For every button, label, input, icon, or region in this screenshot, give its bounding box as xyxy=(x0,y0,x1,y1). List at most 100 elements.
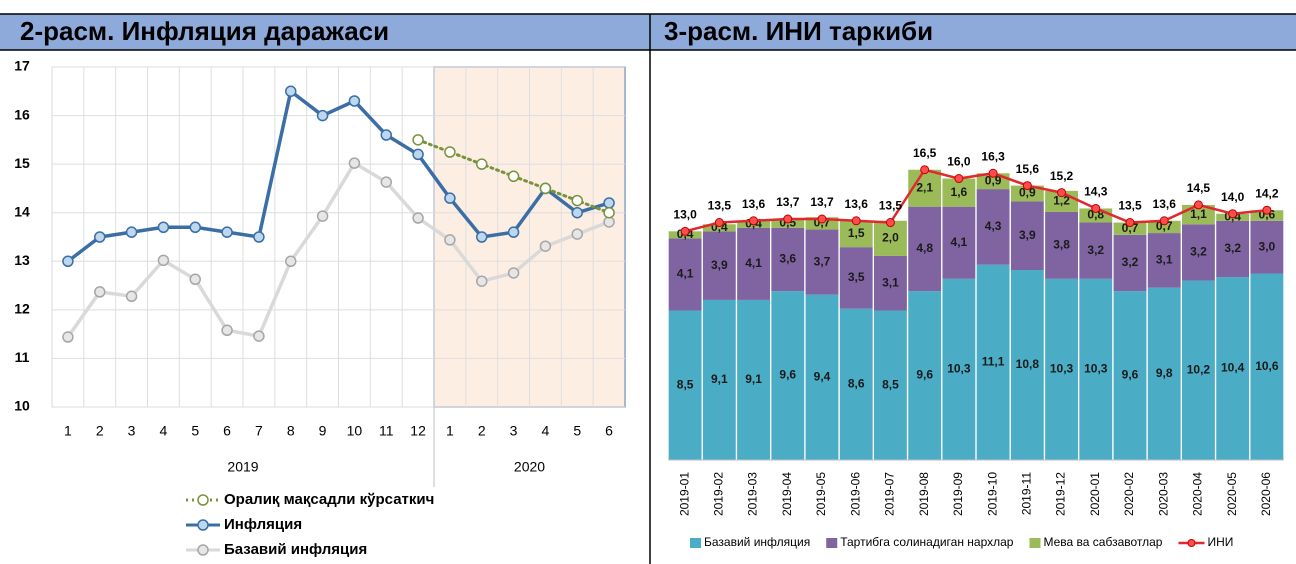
bar-segment xyxy=(1250,220,1284,274)
data-label: 13,7 xyxy=(810,195,834,209)
bar-segment xyxy=(1010,201,1044,271)
data-label: 13,0 xyxy=(673,207,697,221)
point xyxy=(253,330,265,342)
data-label: 10,3 xyxy=(1084,362,1108,376)
data-label: 4,3 xyxy=(985,219,1002,233)
data-label: 9,8 xyxy=(1156,366,1173,380)
x-tick-label: 2020-01 xyxy=(1088,472,1102,516)
x-tick-label: 8 xyxy=(287,423,295,439)
point xyxy=(507,226,520,238)
x-tick-label: 2019-01 xyxy=(677,472,691,516)
data-label: 3,9 xyxy=(711,258,728,272)
point xyxy=(253,231,265,243)
data-label: 9,6 xyxy=(779,368,796,382)
legend-label: Базавий инфляция xyxy=(224,541,367,558)
data-label: 13,6 xyxy=(1153,197,1177,211)
bar-segment xyxy=(1113,222,1147,235)
data-label: 13,5 xyxy=(708,199,732,213)
data-label: 10,4 xyxy=(1221,361,1245,375)
x-group-label: 2020 xyxy=(514,459,545,475)
bar-segment xyxy=(839,247,873,309)
header-bar xyxy=(0,14,1296,50)
series-line xyxy=(66,160,611,339)
bar-segment xyxy=(702,224,736,232)
point xyxy=(444,146,456,158)
y-tick-label: 17 xyxy=(14,58,30,74)
bar-segment xyxy=(702,299,736,460)
bar-segment xyxy=(737,299,770,460)
data-label: 11,1 xyxy=(982,355,1005,369)
data-label: 0,9 xyxy=(985,173,1002,187)
point xyxy=(221,324,233,337)
data-label: 9,6 xyxy=(1122,368,1139,382)
point xyxy=(444,234,456,246)
point xyxy=(157,221,170,234)
data-label: 3,1 xyxy=(882,275,899,289)
point xyxy=(412,212,424,224)
bar-segment xyxy=(771,227,805,292)
point xyxy=(783,214,793,224)
y-tick-label: 16 xyxy=(14,106,30,122)
bar-segment xyxy=(942,278,976,460)
point xyxy=(412,148,424,161)
y-tick-label: 12 xyxy=(14,301,30,317)
point xyxy=(507,267,520,279)
data-label: 15,2 xyxy=(1050,169,1074,183)
point xyxy=(1091,203,1101,213)
data-label: 14,5 xyxy=(1187,181,1211,195)
x-tick-label: 2020-06 xyxy=(1259,472,1273,516)
point xyxy=(189,273,201,286)
data-label: 14,2 xyxy=(1255,186,1279,200)
x-tick-label: 2020-02 xyxy=(1122,472,1136,516)
bar-segment xyxy=(1147,287,1181,460)
bar-segment xyxy=(874,255,907,311)
series-line xyxy=(684,168,1268,233)
bar-segment xyxy=(1182,224,1215,281)
data-label: 9,1 xyxy=(711,372,728,386)
point xyxy=(316,210,329,222)
data-label: 1,1 xyxy=(1190,207,1207,221)
bar-segment xyxy=(1147,220,1181,234)
chart-title: 3-расм. ИНИ таркиби xyxy=(664,16,933,46)
x-tick-label: 1 xyxy=(446,423,454,439)
y-tick-label: 15 xyxy=(14,155,30,171)
bar-segment xyxy=(1045,278,1078,460)
legend-marker xyxy=(197,519,209,531)
point xyxy=(285,85,297,98)
y-tick-label: 13 xyxy=(14,252,30,268)
bar-segment xyxy=(1045,211,1078,279)
point xyxy=(125,290,138,303)
point xyxy=(1193,200,1203,210)
point xyxy=(603,197,615,209)
data-label: 2,0 xyxy=(882,231,899,245)
data-label: 3,9 xyxy=(1019,228,1036,242)
x-tick-label: 2019-04 xyxy=(780,472,794,516)
x-tick-label: 2019-10 xyxy=(985,472,999,516)
bar-segment xyxy=(1079,222,1113,279)
point xyxy=(380,129,392,141)
x-tick-label: 2019-08 xyxy=(917,472,931,516)
bar-segment xyxy=(942,178,976,207)
x-tick-label: 2019-11 xyxy=(1020,472,1034,515)
point xyxy=(851,216,861,226)
point xyxy=(221,226,233,238)
point xyxy=(476,275,488,287)
data-label: 3,7 xyxy=(814,254,831,268)
point xyxy=(885,218,895,228)
data-label: 10,3 xyxy=(947,362,971,376)
point xyxy=(1125,218,1135,228)
x-tick-label: 11 xyxy=(379,423,394,439)
legend-label: ИНИ xyxy=(1207,535,1233,549)
bar-segment xyxy=(1010,185,1044,202)
point xyxy=(603,206,615,219)
legend-marker xyxy=(197,494,209,506)
bar-segment xyxy=(702,231,736,300)
x-tick-label: 6 xyxy=(605,423,613,439)
data-label: 1,5 xyxy=(848,226,865,240)
bar-segment xyxy=(805,294,839,460)
legend-label: Мева ва сабзавотлар xyxy=(1043,535,1162,549)
bar-segment xyxy=(1250,210,1284,221)
bar-segment xyxy=(668,238,702,311)
data-label: 3,2 xyxy=(1087,243,1104,257)
